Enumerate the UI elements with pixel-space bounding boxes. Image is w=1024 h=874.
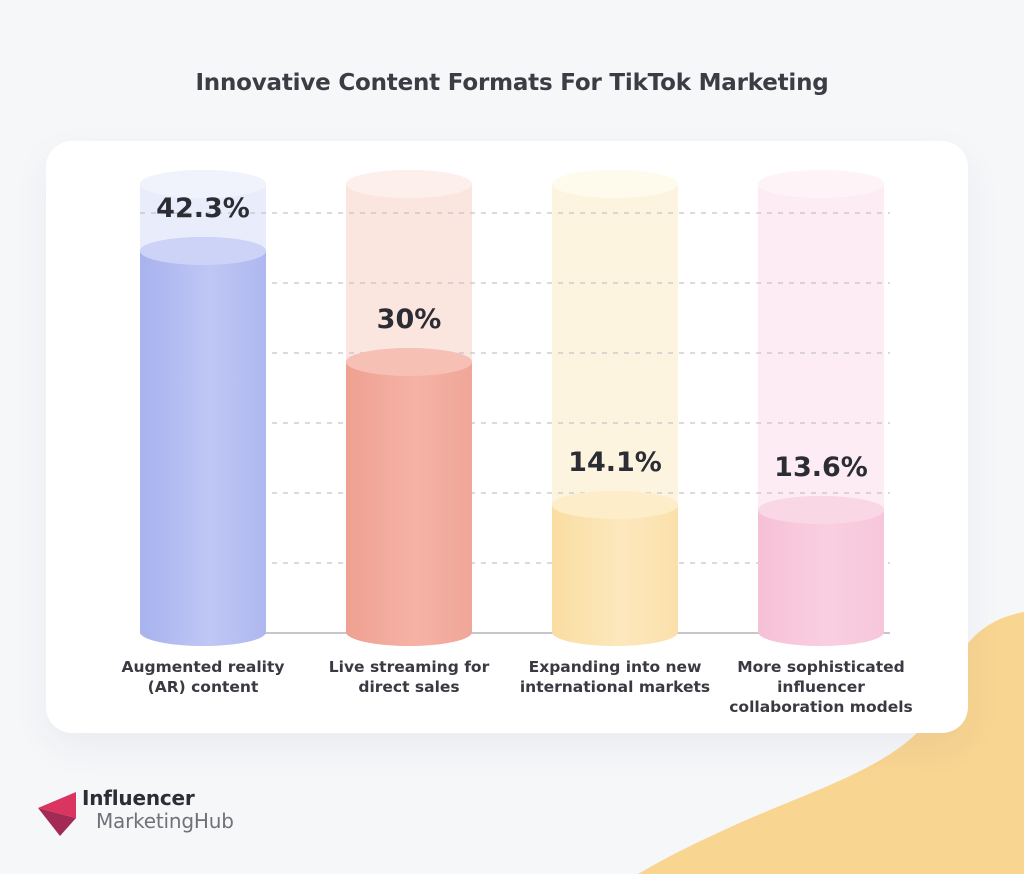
bar-category-label-line: (AR) content <box>147 677 259 696</box>
gridline <box>140 212 890 214</box>
gridline <box>140 282 890 284</box>
bar-category-label-line: direct sales <box>358 677 460 696</box>
bar-category-label-line: Expanding into new <box>528 658 702 676</box>
bar-category-label-line: international markets <box>519 677 711 696</box>
bar-top-ellipse <box>552 491 678 520</box>
bar-ghost-top-ellipse <box>140 170 266 198</box>
bar-cylinder <box>552 491 678 646</box>
bar-value-label: 13.6% <box>774 451 868 483</box>
bar-value-label: 30% <box>376 304 442 335</box>
bar-category-label-line: More sophisticated <box>737 658 905 676</box>
bar-category-label-line: collaboration models <box>729 697 913 716</box>
bar-category-label: Augmented reality (AR) content <box>93 658 313 698</box>
influencer-marketinghub-logo: Influencer MarketingHub <box>36 786 276 850</box>
blob-shape <box>638 612 1024 874</box>
bar-top-ellipse <box>346 348 472 376</box>
bar-category-label: Expanding into new international markets <box>505 658 725 698</box>
gridline <box>140 562 890 564</box>
bar-ghost-top-ellipse <box>758 170 884 198</box>
x-axis-baseline <box>140 632 890 634</box>
plot-area: 42.3% Augmented reality (AR) content 30% Liv… <box>46 141 968 733</box>
bar-top-ellipse <box>758 495 884 524</box>
bar-ghost-top-ellipse <box>346 170 472 198</box>
gridline <box>140 492 890 494</box>
logo-text-influencer: Influencer <box>82 786 195 810</box>
bar-value-label: 42.3% <box>156 193 250 225</box>
bar-cylinder <box>758 495 884 646</box>
bar-cylinder <box>140 237 266 646</box>
bar-category-label-line: influencer <box>777 677 865 696</box>
bar-top-ellipse <box>140 237 266 266</box>
bar-category-label-line: Augmented reality <box>121 658 285 676</box>
bar-cylinder <box>346 348 472 646</box>
logo-text-marketinghub: MarketingHub <box>96 809 234 833</box>
chart-card: 42.3% Augmented reality (AR) content 30% Liv… <box>46 141 968 733</box>
bar-category-label: Live streaming for direct sales <box>299 658 519 698</box>
bar-category-label: More sophisticated influencer collaboratio… <box>711 658 931 717</box>
chart-title: Innovative Content Formats For TikTok Ma… <box>195 70 829 96</box>
bar-value-label: 14.1% <box>568 447 662 479</box>
bar-ghost-top-ellipse <box>552 170 678 198</box>
gridline <box>140 352 890 354</box>
gridline <box>140 422 890 424</box>
bar-category-label-line: Live streaming for <box>328 658 490 676</box>
logo-arrow-icon <box>38 792 76 836</box>
